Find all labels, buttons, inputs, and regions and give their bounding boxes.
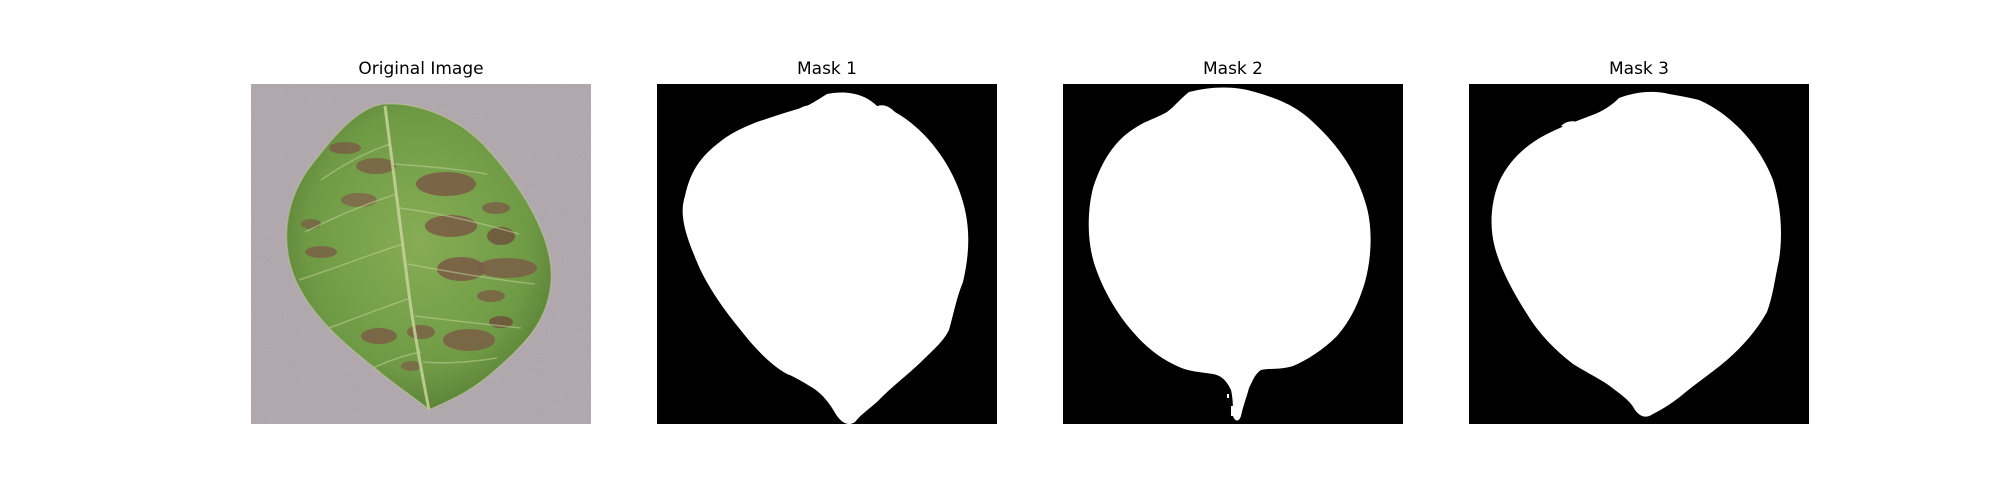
panel-title: Original Image xyxy=(358,59,484,79)
mask-1-image xyxy=(657,84,997,424)
panel-mask-1: Mask 1 xyxy=(657,58,997,424)
panel-title: Mask 3 xyxy=(1608,59,1669,79)
mask-2-image xyxy=(1063,84,1403,424)
mask-1-shape xyxy=(682,92,969,424)
leaf-photo xyxy=(251,84,591,424)
mask-2-shape xyxy=(1088,87,1371,421)
panel-mask-3: Mask 3 xyxy=(1469,58,1809,424)
panel-title: Mask 1 xyxy=(796,59,857,79)
mask-3-image xyxy=(1469,84,1809,424)
panel-original-image: Original Image xyxy=(251,58,591,424)
mask-3-shape xyxy=(1491,91,1781,417)
panel-title: Mask 2 xyxy=(1202,59,1263,79)
panel-mask-2: Mask 2 xyxy=(1063,58,1403,424)
